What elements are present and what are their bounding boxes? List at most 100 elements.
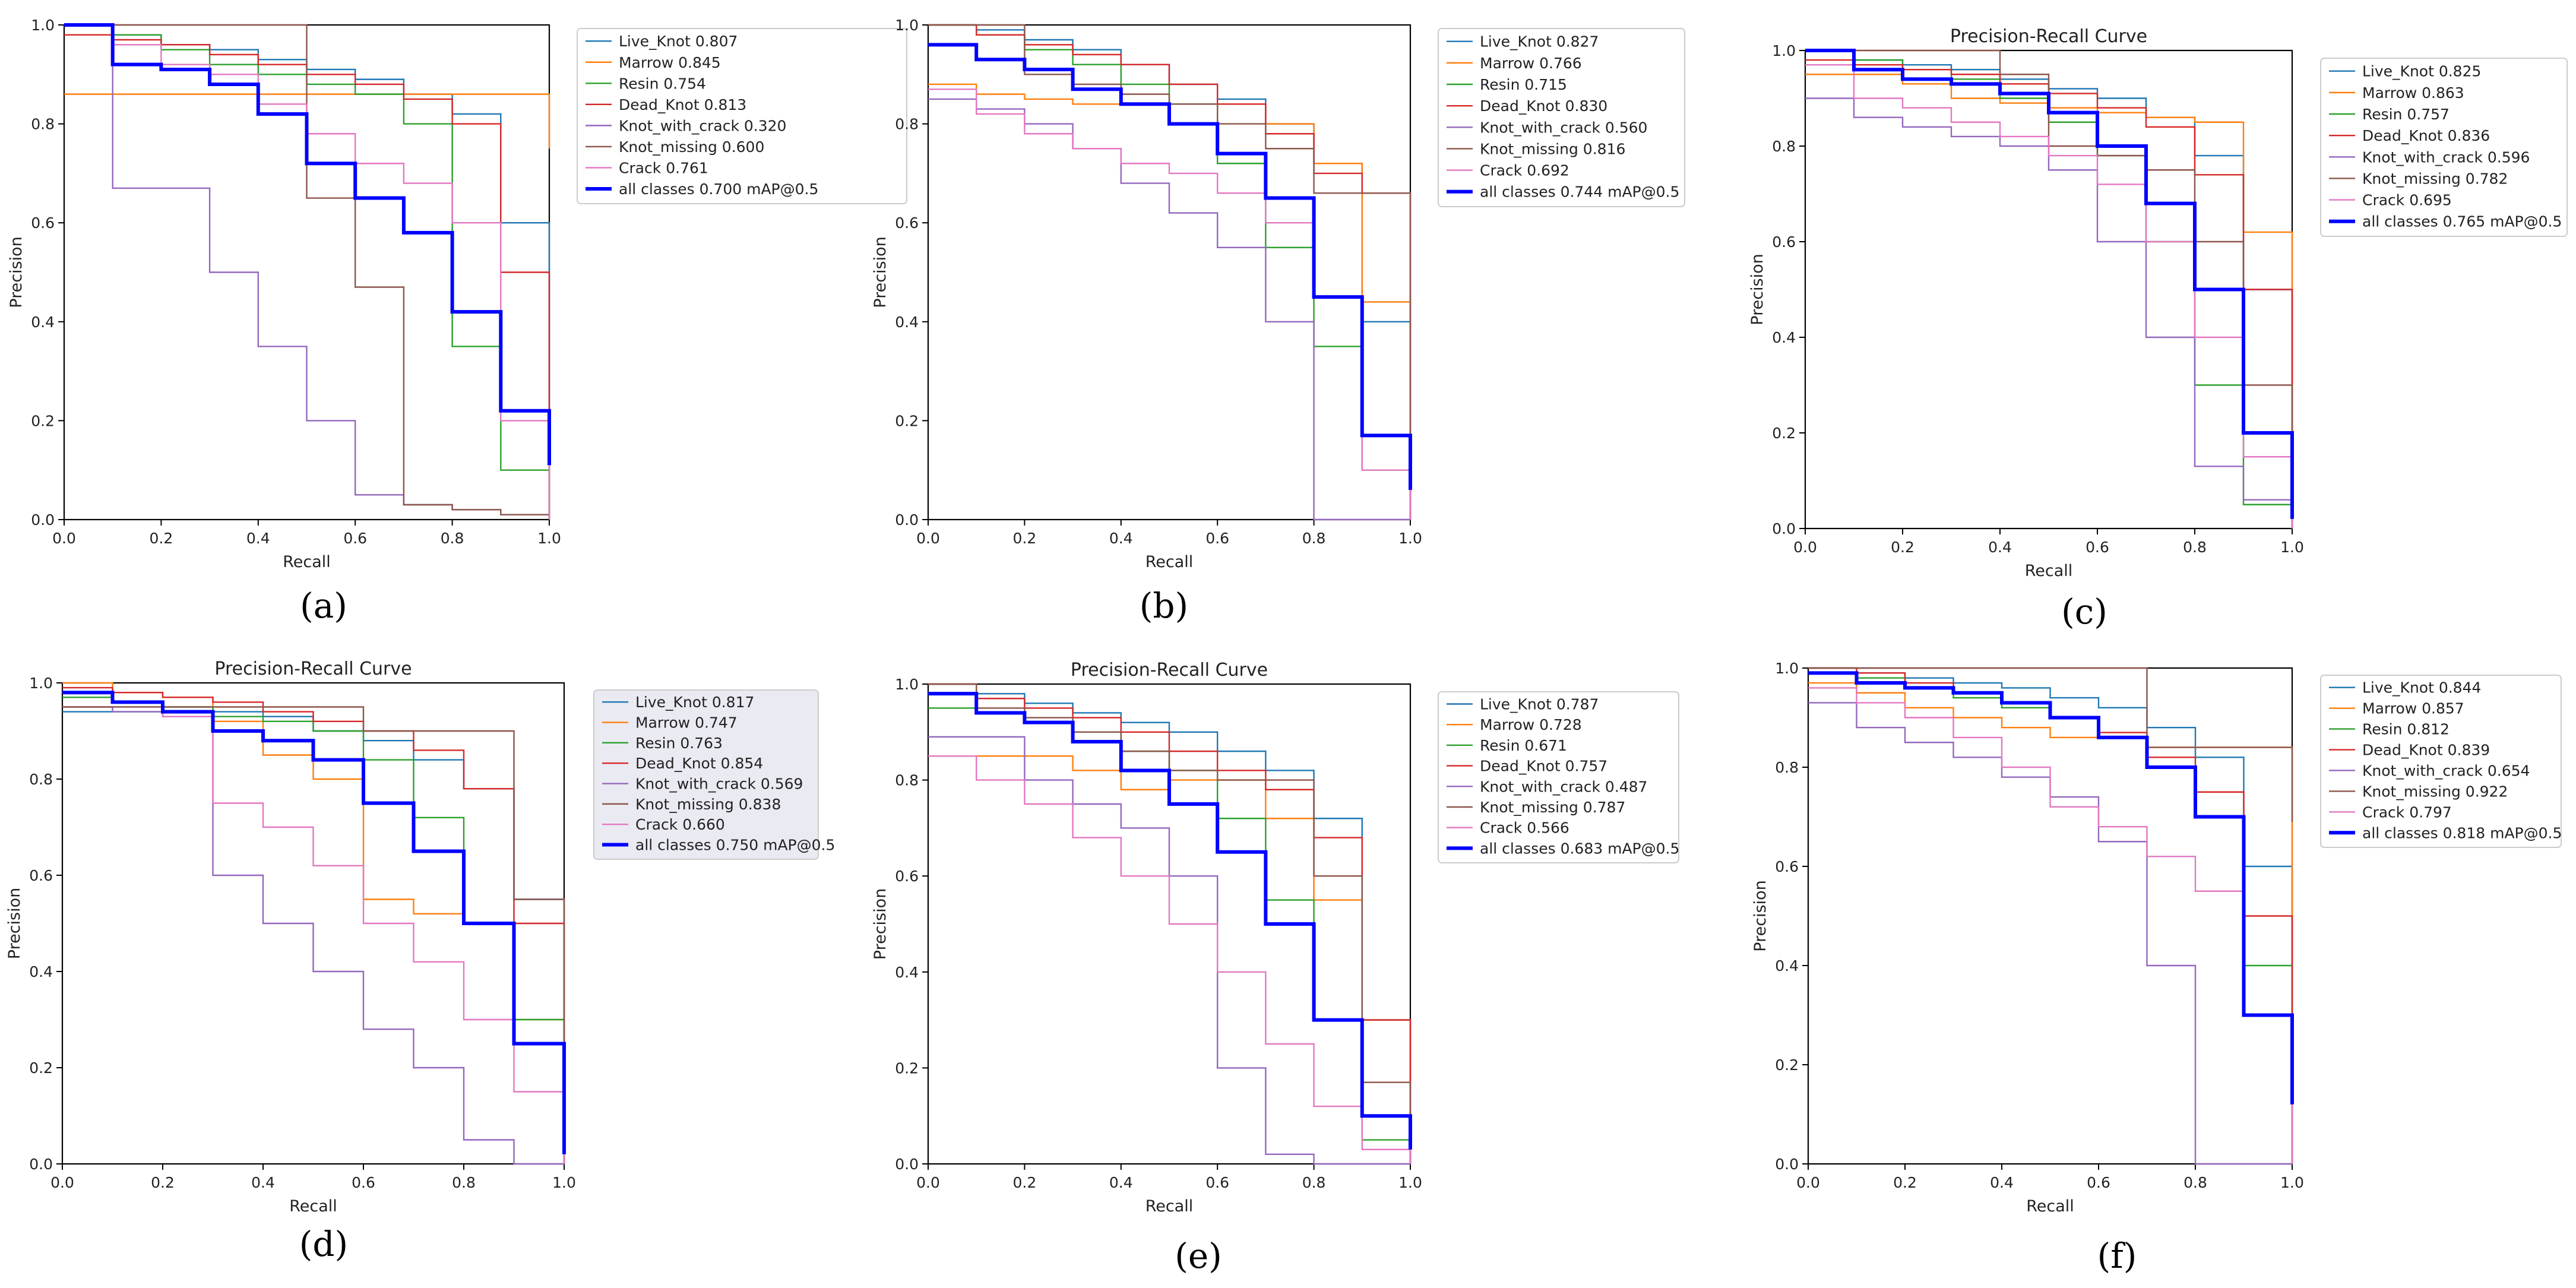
legend-entry: Dead_Knot 0.830 [1480, 97, 1607, 115]
x-tick-label: 0.8 [2183, 539, 2207, 556]
x-tick-label: 0.8 [452, 1174, 476, 1191]
y-tick-label: 0.4 [31, 314, 55, 331]
legend-entry: Live_Knot 0.827 [1480, 33, 1599, 50]
x-tick-label: 1.0 [2280, 1174, 2304, 1191]
x-tick-label: 0.8 [1302, 1174, 1326, 1191]
x-axis-label: Recall [283, 553, 331, 571]
panel-label: (a) [300, 586, 347, 626]
chart-title: Precision-Recall Curve [1071, 660, 1268, 681]
x-tick-label: 0.0 [916, 1174, 940, 1191]
x-tick-label: 1.0 [537, 530, 561, 547]
chart-title: Precision-Recall Curve [1950, 26, 2147, 47]
legend-entry: Marrow 0.857 [2362, 700, 2464, 717]
y-tick-label: 0.6 [895, 868, 919, 885]
legend-entry: Knot_missing 0.838 [635, 796, 781, 813]
panel-e: 0.0 0.2 0.4 0.6 0.8 1.0 0.0 0.2 0.4 0.6 0.8 1.0 Reca… [871, 660, 1679, 1276]
y-axis-label: Precision [1748, 254, 1767, 325]
legend-entry: all classes 0.765 mAP@0.5 [2362, 213, 2562, 230]
y-tick-label: 0.8 [29, 771, 53, 788]
y-tick-label: 0.6 [1775, 858, 1799, 875]
legend-entry: Knot_missing 0.787 [1480, 799, 1625, 816]
y-tick-label: 0.8 [895, 116, 919, 133]
legend-entry: Resin 0.754 [619, 75, 706, 92]
x-tick-label: 0.0 [1793, 539, 1817, 556]
series-line-crack [1805, 64, 2293, 529]
y-tick-label: 0.4 [895, 964, 919, 981]
series-line-knot-missing [64, 24, 550, 520]
panel-d: 0.0 0.2 0.4 0.6 0.8 1.0 0.0 0.2 0.4 0.6 0.8 1.0 Reca… [5, 659, 835, 1264]
legend-entry: Knot_missing 0.782 [2362, 170, 2508, 187]
x-tick-label: 1.0 [1398, 530, 1422, 547]
panel-label: (b) [1140, 586, 1188, 626]
x-tick-label: 0.4 [251, 1174, 275, 1191]
y-tick-label: 1.0 [1775, 660, 1799, 677]
panel-label: (e) [1175, 1236, 1222, 1276]
x-tick-label: 0.4 [1988, 539, 2012, 556]
series-line-knot-with-crack [928, 98, 1410, 521]
series-line-knot-missing [62, 706, 565, 1164]
legend-box [1438, 691, 1679, 863]
x-tick-label: 0.6 [2087, 1174, 2110, 1191]
series-line-dead-knot [62, 686, 565, 1164]
panel-b: 0.0 0.2 0.4 0.6 0.8 1.0 0.0 0.2 0.4 0.6 0.8 1.0 Reca… [871, 17, 1685, 626]
legend-entry: Crack 0.660 [635, 816, 725, 833]
legend-entry: Marrow 0.728 [1480, 716, 1582, 733]
x-axis-label: Recall [2025, 562, 2073, 580]
x-axis-label: Recall [2026, 1197, 2074, 1216]
y-tick-label: 1.0 [1772, 42, 1796, 59]
series-line-all [928, 43, 1412, 490]
legend-box [1438, 28, 1685, 207]
x-tick-label: 0.2 [1893, 1174, 1917, 1191]
x-tick-label: 0.2 [1013, 530, 1037, 547]
legend-entry: Live_Knot 0.787 [1480, 695, 1599, 713]
x-tick-label: 1.0 [2280, 539, 2304, 556]
y-tick-label: 0.4 [29, 963, 53, 980]
panel-label: (d) [299, 1224, 348, 1264]
y-tick-label: 0.0 [895, 511, 919, 529]
legend-box [2320, 58, 2568, 237]
y-tick-label: 0.4 [895, 314, 919, 331]
x-tick-label: 0.0 [52, 530, 76, 547]
x-tick-label: 0.8 [2183, 1174, 2207, 1191]
legend-entry: Marrow 0.766 [1480, 55, 1582, 72]
legend-entry: Knot_with_crack 0.487 [1480, 778, 1647, 795]
series-line-all [1808, 671, 2294, 1105]
legend-entry: Knot_with_crack 0.596 [2362, 148, 2530, 166]
legend-entry: Marrow 0.747 [635, 714, 738, 732]
legend-box [593, 689, 819, 860]
series-line-knot-with-crack [928, 736, 1410, 1165]
series-line-all [64, 23, 551, 466]
legend-entry: Resin 0.763 [635, 735, 723, 752]
x-tick-label: 0.6 [352, 1174, 375, 1191]
panel-label: (f) [2097, 1236, 2137, 1276]
series-line-all [928, 692, 1412, 1150]
legend-entry: Live_Knot 0.844 [2362, 679, 2481, 697]
series-line-crack [1808, 687, 2293, 1164]
y-tick-label: 0.8 [895, 772, 919, 789]
y-tick-label: 0.2 [31, 412, 55, 429]
x-tick-label: 0.2 [1891, 539, 1914, 556]
x-tick-label: 1.0 [552, 1174, 576, 1191]
panel-label: (c) [2061, 591, 2107, 632]
legend-entry: Knot_with_crack 0.569 [635, 776, 803, 793]
y-tick-label: 0.8 [1772, 138, 1796, 155]
legend-entry: Dead_Knot 0.813 [619, 96, 746, 113]
y-tick-label: 0.2 [1775, 1056, 1799, 1074]
legend-entry: all classes 0.818 mAP@0.5 [2362, 824, 2562, 841]
x-tick-label: 0.6 [2086, 539, 2109, 556]
legend-entry: Knot_with_crack 0.654 [2362, 762, 2530, 779]
legend-entry: Marrow 0.845 [619, 54, 721, 71]
legend-entry: Crack 0.566 [1480, 819, 1569, 837]
legend-entry: Crack 0.692 [1480, 162, 1569, 179]
y-axis-label: Precision [5, 888, 24, 959]
y-tick-label: 0.2 [895, 412, 919, 429]
legend-entry: Marrow 0.863 [2362, 84, 2464, 102]
panel-c: 0.0 0.2 0.4 0.6 0.8 1.0 0.0 0.2 0.4 0.6 0.8 1.0 Reca… [1748, 26, 2568, 632]
x-tick-label: 1.0 [1398, 1174, 1422, 1191]
legend-box [577, 28, 907, 204]
legend-entry: Knot_with_crack 0.560 [1480, 119, 1647, 136]
x-tick-label: 0.6 [1205, 530, 1229, 547]
legend-entry: Knot_missing 0.600 [619, 138, 764, 156]
y-tick-label: 1.0 [29, 675, 53, 692]
